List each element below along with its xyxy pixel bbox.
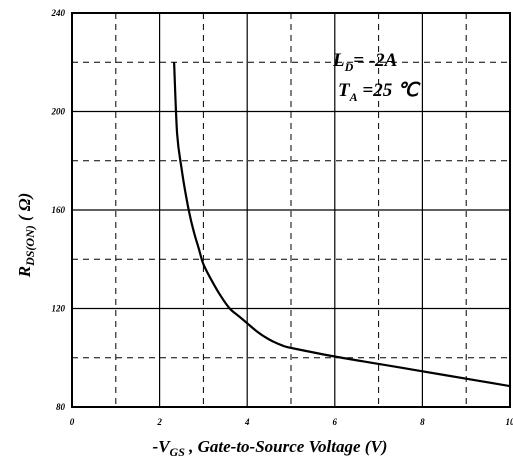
- x-axis-label: -VGS , Gate-to-Source Voltage (V): [153, 437, 388, 459]
- y-tick-label: 160: [52, 205, 66, 215]
- x-tick-label: 6: [333, 417, 338, 427]
- y-tick-label: 80: [56, 402, 66, 412]
- x-tick-label: 4: [244, 417, 250, 427]
- y-tick-label: 240: [51, 8, 66, 18]
- plot-frame: [71, 12, 511, 408]
- y-axis-label: RDS(ON) ( Ω): [15, 193, 37, 279]
- grid: [72, 13, 510, 407]
- annotation-current: LD= -2A: [332, 50, 397, 74]
- tick-labels: 0 2 4 6 8 10 80 120 160 200 240: [51, 8, 513, 427]
- y-tick-label: 200: [51, 107, 66, 117]
- series-line: [173, 62, 511, 388]
- x-tick-label: 8: [420, 417, 425, 427]
- annotation-temperature: TA =25 ℃: [338, 80, 421, 104]
- x-tick-label: 10: [506, 417, 513, 427]
- y-tick-label: 120: [52, 304, 66, 314]
- x-tick-label: 0: [70, 417, 75, 427]
- x-tick-label: 2: [156, 417, 162, 427]
